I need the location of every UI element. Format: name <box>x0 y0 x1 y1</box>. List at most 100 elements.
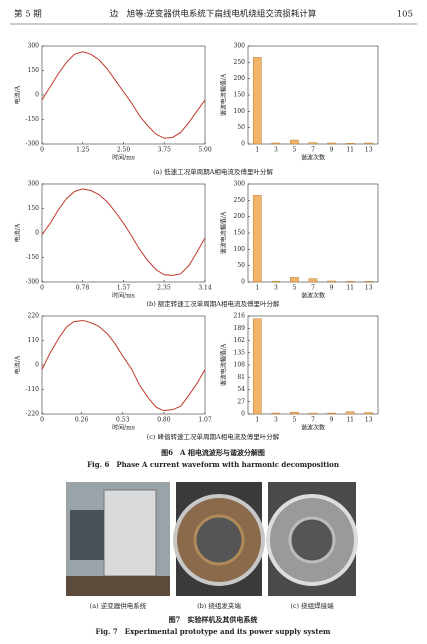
x-axis-label: 时间/ms <box>112 154 135 162</box>
y-tick-label: 110 <box>28 337 40 344</box>
x-tick-label: 9 <box>330 147 334 154</box>
x-axis-label: 谐波次数 <box>301 154 325 162</box>
x-tick-label: 2.50 <box>117 147 131 154</box>
bar <box>345 411 355 415</box>
x-tick-label: 3.14 <box>198 285 212 292</box>
bar <box>308 278 318 283</box>
y-tick-label: 135 <box>234 349 246 356</box>
x-tick-label: 1.07 <box>198 417 212 424</box>
bar <box>308 412 318 415</box>
y-tick-label: 200 <box>234 75 246 82</box>
bar <box>364 281 374 283</box>
x-tick-label: 13 <box>365 147 373 154</box>
running-title: 边 旭等:逆变器供电系统下扁线电机绕组交流损耗计算 <box>110 9 317 20</box>
x-tick-label: 9 <box>330 417 334 424</box>
caption: (b) 额定转速工况单周期A相电流及傅里叶分解 <box>147 299 280 308</box>
plot-frame <box>41 45 206 145</box>
x-tick-label: 11 <box>346 285 354 292</box>
y-tick-label: 0 <box>35 92 39 99</box>
waveform <box>41 319 206 412</box>
y-tick-label: 0 <box>35 230 39 237</box>
x-tick-label: 1 <box>255 147 259 154</box>
bar <box>327 412 336 415</box>
bar <box>271 281 281 283</box>
x-tick-label: 0.26 <box>75 417 89 424</box>
x-tick-label: 5 <box>293 417 297 424</box>
x-tick-label: 3.75 <box>158 147 172 154</box>
bar <box>271 412 281 415</box>
bar <box>364 412 374 415</box>
x-tick-label: 2.35 <box>157 285 171 292</box>
x-tick-label: 3 <box>274 147 278 154</box>
y-tick-label: 27 <box>237 398 245 405</box>
x-axis-label: 谐波次数 <box>301 292 325 300</box>
x-tick-label: 3 <box>274 285 278 292</box>
y-tick-label: 50 <box>237 124 245 131</box>
caption: (c) 峰值转速工况单周期A相电流及傅里叶分解 <box>147 432 280 441</box>
plot-frame <box>41 315 206 415</box>
plot-frame <box>247 315 379 415</box>
x-tick-label: 5 <box>293 147 297 154</box>
y-tick-label: 250 <box>234 59 246 66</box>
y-tick-label: 250 <box>234 197 246 204</box>
y-tick-label: 150 <box>28 67 40 74</box>
y-tick-label: 150 <box>234 230 246 237</box>
subcaption: (c) 绕组焊接端 <box>290 601 334 610</box>
bar <box>290 277 299 283</box>
y-axis-label: 谐波电流幅值/A <box>220 211 228 254</box>
x-tick-label: 3 <box>274 417 278 424</box>
x-tick-label: 13 <box>365 417 373 424</box>
x-tick-label: 0 <box>40 147 44 154</box>
x-tick-label: 5.00 <box>198 147 212 154</box>
y-tick-label: 108 <box>234 362 246 369</box>
x-tick-label: 7 <box>311 147 315 154</box>
x-tick-label: 5 <box>293 285 297 292</box>
x-tick-label: 0.78 <box>76 285 90 292</box>
y-tick-label: 0 <box>241 279 245 286</box>
issue: 第 5 期 <box>14 9 42 20</box>
y-tick-label: -110 <box>26 386 40 393</box>
bar <box>290 139 299 145</box>
x-tick-label: 1.25 <box>76 147 90 154</box>
y-tick-label: 162 <box>234 337 246 344</box>
x-tick-label: 0.53 <box>116 417 130 424</box>
x-tick-label: 7 <box>311 285 315 292</box>
y-tick-label: 54 <box>237 386 245 393</box>
y-tick-label: 150 <box>234 92 246 99</box>
bar <box>271 142 281 145</box>
x-tick-label: 0 <box>40 285 44 292</box>
y-tick-label: -300 <box>26 141 40 148</box>
y-tick-label: 0 <box>35 362 39 369</box>
figure-title-en: Fig. 7 Experimental prototype and its po… <box>96 627 332 636</box>
bar <box>345 281 355 283</box>
y-tick-label: 300 <box>234 43 246 50</box>
figure-title: 图7 实验样机及其供电系统 <box>169 615 258 624</box>
y-tick-label: -300 <box>26 279 40 286</box>
y-tick-label: -220 <box>26 411 40 418</box>
subcaption: (b) 绕组发夹端 <box>197 601 241 610</box>
figure-title: 图6 A 相电流波形与谐波分解图 <box>161 448 265 457</box>
y-tick-label: 300 <box>28 181 40 188</box>
plot-frame <box>247 45 379 145</box>
y-tick-label: 0 <box>241 411 245 418</box>
y-tick-label: 0 <box>241 141 245 148</box>
x-tick-label: 9 <box>330 285 334 292</box>
bar <box>252 318 262 415</box>
y-tick-label: 200 <box>234 213 246 220</box>
bar <box>308 142 318 145</box>
y-axis-label: 谐波电流幅值/A <box>220 73 228 116</box>
y-tick-label: 100 <box>234 108 246 115</box>
photos <box>66 482 358 596</box>
x-axis-label: 谐波次数 <box>301 424 325 432</box>
page-number: 105 <box>397 10 413 20</box>
y-tick-label: -150 <box>26 254 40 261</box>
x-tick-label: 0 <box>40 417 44 424</box>
x-axis-label: 时间/ms <box>112 424 135 432</box>
bar <box>364 142 374 145</box>
y-tick-label: 150 <box>28 205 40 212</box>
y-tick-label: 216 <box>234 313 246 320</box>
y-tick-label: -150 <box>26 116 40 123</box>
x-tick-label: 13 <box>365 285 373 292</box>
y-tick-label: 100 <box>234 246 246 253</box>
waveform <box>41 51 206 139</box>
